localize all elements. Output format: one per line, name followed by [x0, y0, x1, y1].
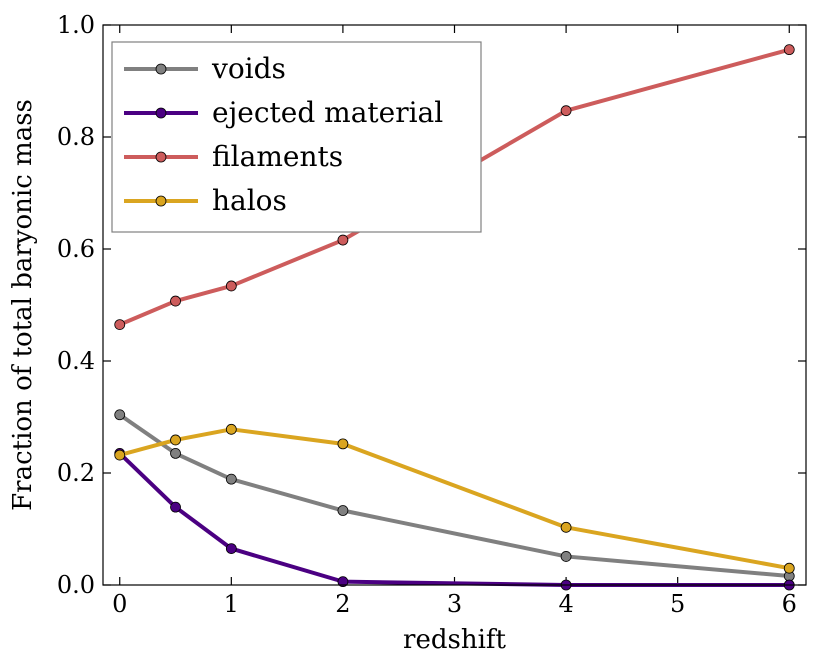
data-point — [560, 521, 572, 533]
legend-marker — [155, 63, 167, 75]
series-voids — [114, 409, 795, 582]
data-point — [170, 295, 181, 307]
data-point — [337, 234, 349, 246]
series-line — [118, 47, 790, 327]
data-point — [337, 505, 349, 516]
series-line — [118, 413, 790, 579]
legend-marker — [155, 107, 167, 119]
x-tick-label: 0 — [112, 590, 127, 618]
y-tick-label: 0.8 — [57, 123, 95, 151]
data-point — [337, 438, 349, 450]
legend-item: filaments — [124, 140, 343, 173]
legend: voids ejected material filaments halos — [111, 41, 482, 233]
x-tick-label: 6 — [782, 590, 797, 618]
data-point — [560, 551, 572, 562]
legend-label: voids — [211, 52, 286, 85]
x-tick-label: 2 — [335, 590, 350, 618]
legend-marker — [155, 151, 167, 163]
y-axis-label: Fraction of total baryonic mass — [8, 99, 38, 511]
y-tick-label: 0.6 — [57, 235, 95, 263]
series-halos — [114, 423, 795, 574]
data-point — [560, 105, 572, 117]
series-layer — [114, 44, 795, 591]
data-point — [170, 434, 181, 446]
data-point — [225, 473, 237, 485]
data-point — [783, 44, 795, 56]
legend-label: filaments — [212, 140, 343, 173]
x-tick-label: 4 — [558, 590, 573, 618]
legend-item: ejected material — [124, 96, 443, 129]
data-point — [170, 447, 181, 459]
x-tick-label: 5 — [670, 590, 685, 618]
axis-ticks: 0 1 2 3 4 5 6 0.0 0.2 0.4 0.6 0.8 1.0 — [57, 11, 806, 618]
data-point — [170, 501, 181, 513]
legend-items: voids ejected material filaments halos — [124, 52, 443, 217]
data-point — [114, 409, 126, 421]
series-line — [119, 427, 790, 571]
y-tick-label: 0.4 — [57, 347, 95, 375]
data-point — [114, 449, 126, 461]
x-tick-label: 1 — [224, 590, 239, 618]
y-tick-label: 0.2 — [57, 459, 95, 487]
legend-label: halos — [212, 184, 287, 217]
y-tick-label: 0.0 — [57, 571, 95, 599]
series-filaments — [114, 44, 795, 331]
plot-frame — [102, 24, 807, 586]
legend-item: halos — [124, 184, 287, 217]
data-point — [114, 319, 126, 331]
x-tick-label: 3 — [447, 590, 462, 618]
data-point — [225, 543, 237, 554]
legend-label: ejected material — [212, 96, 443, 129]
data-point — [225, 423, 237, 435]
legend-item: voids — [124, 52, 286, 85]
data-point — [225, 280, 237, 292]
data-point — [783, 562, 795, 574]
data-point — [337, 576, 349, 588]
y-tick-label: 1.0 — [57, 11, 95, 39]
x-axis-label: redshift — [403, 625, 506, 655]
legend-marker — [155, 195, 167, 207]
